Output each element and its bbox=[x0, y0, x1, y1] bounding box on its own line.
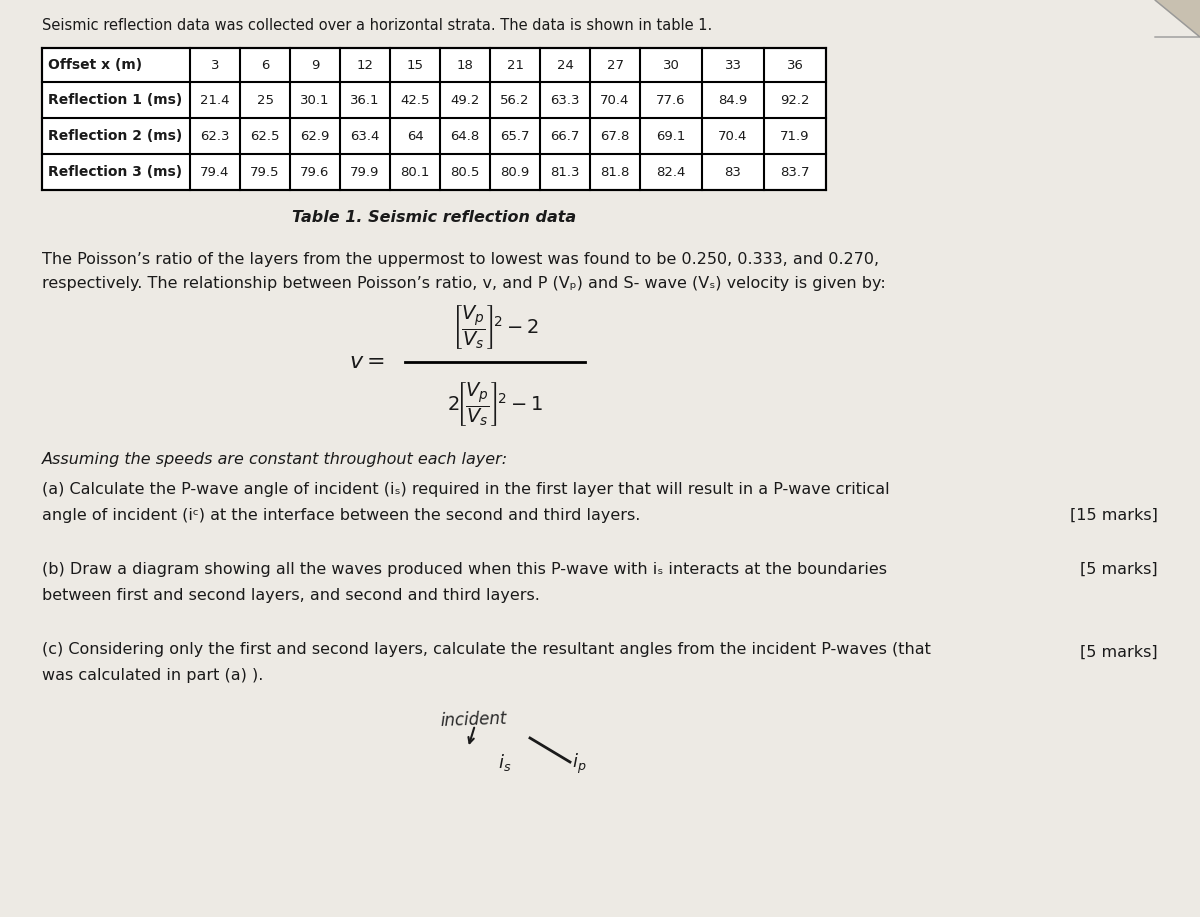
Text: 21.4: 21.4 bbox=[200, 94, 229, 106]
Text: 81.3: 81.3 bbox=[551, 165, 580, 179]
Text: 25: 25 bbox=[257, 94, 274, 106]
Text: 69.1: 69.1 bbox=[656, 129, 685, 142]
Text: 80.9: 80.9 bbox=[500, 165, 529, 179]
Text: (c) Considering only the first and second layers, calculate the resultant angles: (c) Considering only the first and secon… bbox=[42, 642, 931, 657]
Text: $\left[\dfrac{V_p}{V_s}\right]^{\!2} - 2$: $\left[\dfrac{V_p}{V_s}\right]^{\!2} - 2… bbox=[451, 303, 539, 351]
Text: 18: 18 bbox=[456, 59, 474, 72]
Text: 83.7: 83.7 bbox=[780, 165, 810, 179]
Text: 80.1: 80.1 bbox=[401, 165, 430, 179]
Text: [5 marks]: [5 marks] bbox=[1080, 645, 1158, 660]
Text: 63.3: 63.3 bbox=[551, 94, 580, 106]
Text: (a) Calculate the P-wave angle of incident (iₛ) required in the first layer that: (a) Calculate the P-wave angle of incide… bbox=[42, 482, 889, 497]
Text: [15 marks]: [15 marks] bbox=[1070, 508, 1158, 523]
Text: 92.2: 92.2 bbox=[780, 94, 810, 106]
Text: 79.5: 79.5 bbox=[251, 165, 280, 179]
Text: 84.9: 84.9 bbox=[719, 94, 748, 106]
Text: 9: 9 bbox=[311, 59, 319, 72]
Bar bbox=[42, 48, 826, 190]
Text: 80.5: 80.5 bbox=[450, 165, 480, 179]
Text: between first and second layers, and second and third layers.: between first and second layers, and sec… bbox=[42, 588, 540, 603]
Text: 79.4: 79.4 bbox=[200, 165, 229, 179]
Text: respectively. The relationship between Poisson’s ratio, v, and P (Vₚ) and S- wav: respectively. The relationship between P… bbox=[42, 276, 886, 291]
Text: 24: 24 bbox=[557, 59, 574, 72]
Text: 66.7: 66.7 bbox=[551, 129, 580, 142]
Text: 65.7: 65.7 bbox=[500, 129, 529, 142]
Text: 30: 30 bbox=[662, 59, 679, 72]
Text: 77.6: 77.6 bbox=[656, 94, 685, 106]
Text: $v =$: $v =$ bbox=[349, 352, 385, 372]
Text: 64.8: 64.8 bbox=[450, 129, 480, 142]
Text: Offset x (m): Offset x (m) bbox=[48, 58, 142, 72]
Polygon shape bbox=[1154, 0, 1200, 37]
Text: 70.4: 70.4 bbox=[600, 94, 630, 106]
Text: 71.9: 71.9 bbox=[780, 129, 810, 142]
Text: incident: incident bbox=[440, 710, 508, 730]
Text: Reflection 2 (ms): Reflection 2 (ms) bbox=[48, 129, 182, 143]
Text: 36.1: 36.1 bbox=[350, 94, 379, 106]
Text: 6: 6 bbox=[260, 59, 269, 72]
Text: 62.9: 62.9 bbox=[300, 129, 330, 142]
Text: 63.4: 63.4 bbox=[350, 129, 379, 142]
Text: 70.4: 70.4 bbox=[719, 129, 748, 142]
Text: 42.5: 42.5 bbox=[401, 94, 430, 106]
Text: $i_s$: $i_s$ bbox=[498, 752, 511, 773]
Text: 30.1: 30.1 bbox=[300, 94, 330, 106]
Text: (b) Draw a diagram showing all the waves produced when this P-wave with iₛ inter: (b) Draw a diagram showing all the waves… bbox=[42, 562, 887, 577]
Text: 82.4: 82.4 bbox=[656, 165, 685, 179]
Text: 15: 15 bbox=[407, 59, 424, 72]
Text: 62.5: 62.5 bbox=[251, 129, 280, 142]
Text: 33: 33 bbox=[725, 59, 742, 72]
Text: 64: 64 bbox=[407, 129, 424, 142]
Text: The Poisson’s ratio of the layers from the uppermost to lowest was found to be 0: The Poisson’s ratio of the layers from t… bbox=[42, 252, 880, 267]
Text: Seismic reflection data was collected over a horizontal strata. The data is show: Seismic reflection data was collected ov… bbox=[42, 18, 713, 33]
Text: 49.2: 49.2 bbox=[450, 94, 480, 106]
Text: [5 marks]: [5 marks] bbox=[1080, 562, 1158, 577]
Text: Assuming the speeds are constant throughout each layer:: Assuming the speeds are constant through… bbox=[42, 452, 508, 467]
Text: 12: 12 bbox=[356, 59, 373, 72]
Text: Reflection 1 (ms): Reflection 1 (ms) bbox=[48, 93, 182, 107]
Text: angle of incident (iᶜ) at the interface between the second and third layers.: angle of incident (iᶜ) at the interface … bbox=[42, 508, 641, 523]
Text: 79.9: 79.9 bbox=[350, 165, 379, 179]
Text: $i_p$: $i_p$ bbox=[572, 752, 587, 776]
Text: Reflection 3 (ms): Reflection 3 (ms) bbox=[48, 165, 182, 179]
Text: $2\!\left[\dfrac{V_p}{V_s}\right]^{\!2} - 1$: $2\!\left[\dfrac{V_p}{V_s}\right]^{\!2} … bbox=[446, 380, 544, 428]
Text: 21: 21 bbox=[506, 59, 523, 72]
Text: was calculated in part (a) ).: was calculated in part (a) ). bbox=[42, 668, 263, 683]
Text: 3: 3 bbox=[211, 59, 220, 72]
Text: 27: 27 bbox=[606, 59, 624, 72]
Text: 36: 36 bbox=[786, 59, 804, 72]
Text: 81.8: 81.8 bbox=[600, 165, 630, 179]
Text: 62.3: 62.3 bbox=[200, 129, 229, 142]
Text: 79.6: 79.6 bbox=[300, 165, 330, 179]
Text: 83: 83 bbox=[725, 165, 742, 179]
Text: 56.2: 56.2 bbox=[500, 94, 529, 106]
Text: 67.8: 67.8 bbox=[600, 129, 630, 142]
Text: Table 1. Seismic reflection data: Table 1. Seismic reflection data bbox=[292, 210, 576, 225]
